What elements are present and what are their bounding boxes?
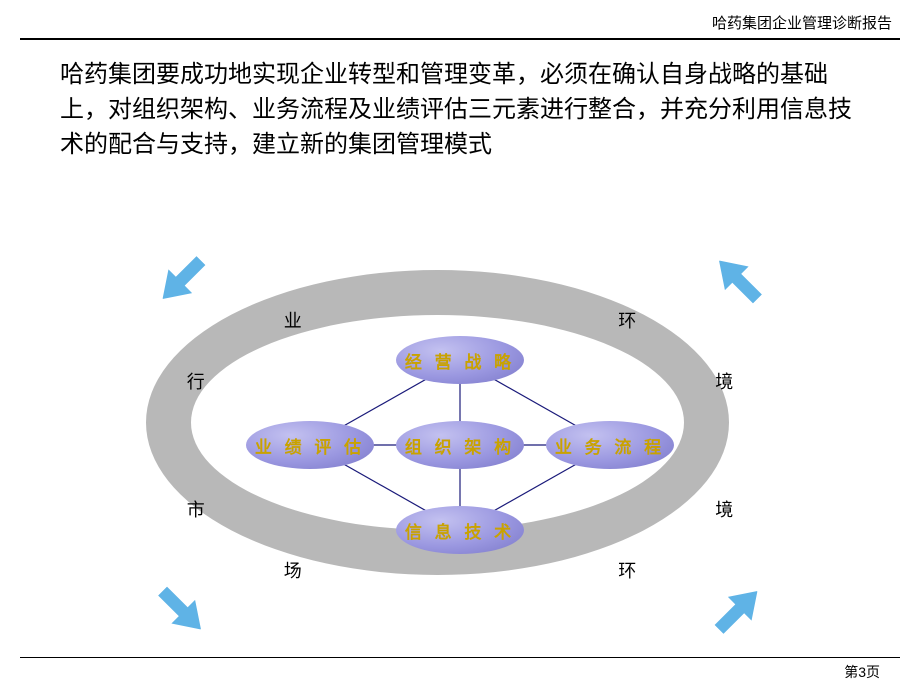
- top-rule: [20, 38, 900, 40]
- body-paragraph: 哈药集团要成功地实现企业转型和管理变革，必须在确认自身战略的基础上，对组织架构、…: [60, 58, 860, 162]
- node-org: 组 织 架 构: [396, 421, 524, 469]
- node-it: 信 息 技 术: [396, 506, 524, 554]
- node-evaluation: 业 绩 评 估: [246, 421, 374, 469]
- node-process: 业 务 流 程: [546, 421, 674, 469]
- management-model-diagram: 市场环境行业环境经 营 战 略业 绩 评 估组 织 架 构业 务 流 程信 息 …: [110, 260, 810, 660]
- bottom-rule: [20, 657, 900, 658]
- header-right-text: 哈药集团企业管理诊断报告: [712, 12, 892, 33]
- page-number: 第3页: [844, 662, 880, 682]
- node-strategy: 经 营 战 略: [396, 336, 524, 384]
